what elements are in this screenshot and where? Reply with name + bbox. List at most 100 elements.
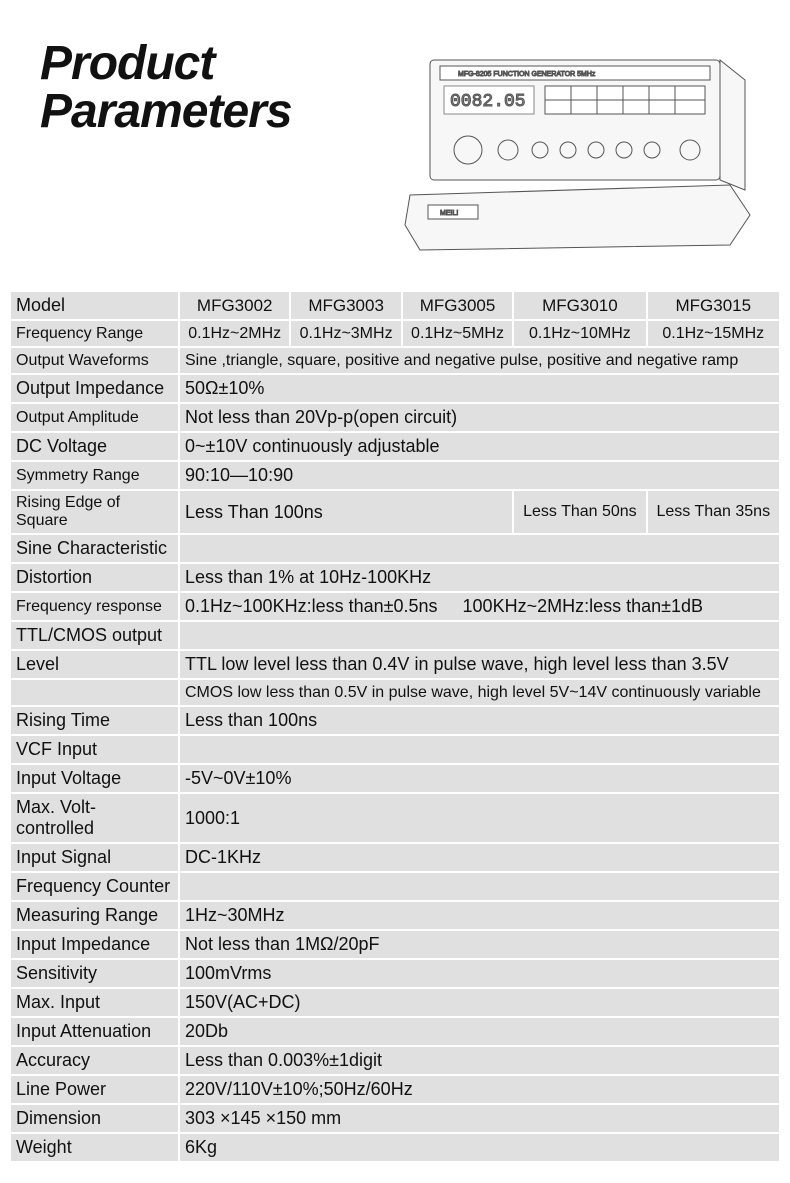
cell: Less than 100ns [180, 707, 779, 734]
table-row: Rising Edge of Square Less Than 100ns Le… [11, 491, 779, 533]
cell: Sine ,triangle, square, positive and neg… [180, 348, 779, 373]
cell: -5V~0V±10% [180, 765, 779, 792]
cell: 0.1Hz~2MHz [180, 321, 289, 346]
cell: 0~±10V continuously adjustable [180, 433, 779, 460]
row-label: TTL/CMOS output [11, 622, 178, 649]
row-label: Rising Time [11, 707, 178, 734]
cell: 6Kg [180, 1134, 779, 1161]
device-illustration: MFG-8205 FUNCTION GENERATOR 5MHz 0082.05… [400, 50, 760, 260]
model-col: MFG3015 [648, 292, 779, 319]
cell: Not less than 20Vp-p(open circuit) [180, 404, 779, 431]
table-row: CMOS low less than 0.5V in pulse wave, h… [11, 680, 779, 705]
row-label: Dimension [11, 1105, 178, 1132]
table-row: Model MFG3002 MFG3003 MFG3005 MFG3010 MF… [11, 292, 779, 319]
row-label: Weight [11, 1134, 178, 1161]
table-row: Input Attenuation 20Db [11, 1018, 779, 1045]
table-row: Output Amplitude Not less than 20Vp-p(op… [11, 404, 779, 431]
table-row: Sensitivity 100mVrms [11, 960, 779, 987]
row-label: Sine Characteristic [11, 535, 178, 562]
table-row: Output Impedance 50Ω±10% [11, 375, 779, 402]
row-label: Level [11, 651, 178, 678]
row-label: Max. Volt-controlled [11, 794, 178, 842]
cell: 0.1Hz~15MHz [648, 321, 779, 346]
cell: 1000:1 [180, 794, 779, 842]
cell: Less Than 50ns [514, 491, 645, 533]
row-label: Input Impedance [11, 931, 178, 958]
cell: Less than 0.003%±1digit [180, 1047, 779, 1074]
row-label: Measuring Range [11, 902, 178, 929]
cell: 0.1Hz~10MHz [514, 321, 645, 346]
cell [180, 736, 779, 763]
cell [180, 622, 779, 649]
cell: 90:10—10:90 [180, 462, 779, 489]
table-row: Level TTL low level less than 0.4V in pu… [11, 651, 779, 678]
cell [180, 873, 779, 900]
cell: 0.1Hz~3MHz [291, 321, 400, 346]
cell: 0.1Hz~5MHz [403, 321, 512, 346]
row-label: Output Amplitude [11, 404, 178, 431]
table-row: Symmetry Range 90:10—10:90 [11, 462, 779, 489]
row-label: VCF Input [11, 736, 178, 763]
row-label: Input Signal [11, 844, 178, 871]
device-brand-text: MEILI [440, 210, 458, 217]
row-label: Line Power [11, 1076, 178, 1103]
table-row: Input Impedance Not less than 1MΩ/20pF [11, 931, 779, 958]
table-row: Input Voltage -5V~0V±10% [11, 765, 779, 792]
table-row: Weight 6Kg [11, 1134, 779, 1161]
cell: 20Db [180, 1018, 779, 1045]
table-row: Measuring Range 1Hz~30MHz [11, 902, 779, 929]
cell: Less than 1% at 10Hz-100KHz [180, 564, 779, 591]
table-row: Input Signal DC-1KHz [11, 844, 779, 871]
cell: 303 ×145 ×150 mm [180, 1105, 779, 1132]
row-label: Input Voltage [11, 765, 178, 792]
table-row: Frequency Counter [11, 873, 779, 900]
row-label: Output Impedance [11, 375, 178, 402]
cell: 50Ω±10% [180, 375, 779, 402]
row-label: Sensitivity [11, 960, 178, 987]
row-label: Accuracy [11, 1047, 178, 1074]
table-row: Frequency Range 0.1Hz~2MHz 0.1Hz~3MHz 0.… [11, 321, 779, 346]
table-row: Output Waveforms Sine ,triangle, square,… [11, 348, 779, 373]
table-row: Sine Characteristic [11, 535, 779, 562]
table-row: Max. Volt-controlled 1000:1 [11, 794, 779, 842]
cell: TTL low level less than 0.4V in pulse wa… [180, 651, 779, 678]
table-row: TTL/CMOS output [11, 622, 779, 649]
table-row: Max. Input 150V(AC+DC) [11, 989, 779, 1016]
table-row: DC Voltage 0~±10V continuously adjustabl… [11, 433, 779, 460]
table-row: Distortion Less than 1% at 10Hz-100KHz [11, 564, 779, 591]
header-area: Product Parameters MFG-8205 FUNCTION GEN… [0, 0, 790, 290]
row-label: Symmetry Range [11, 462, 178, 489]
cell: 100mVrms [180, 960, 779, 987]
cell: 150V(AC+DC) [180, 989, 779, 1016]
row-label [11, 680, 178, 705]
device-model-text: MFG-8205 FUNCTION GENERATOR 5MHz [458, 71, 596, 78]
table-row: Frequency response 0.1Hz~100KHz:less tha… [11, 593, 779, 620]
cell: 1Hz~30MHz [180, 902, 779, 929]
cell: Less Than 100ns [180, 491, 512, 533]
table-row: Accuracy Less than 0.003%±1digit [11, 1047, 779, 1074]
cell [180, 535, 779, 562]
cell: CMOS low less than 0.5V in pulse wave, h… [180, 680, 779, 705]
cell: 0.1Hz~100KHz:less than±0.5ns 100KHz~2MHz… [180, 593, 779, 620]
row-label: Output Waveforms [11, 348, 178, 373]
row-label: DC Voltage [11, 433, 178, 460]
table-row: VCF Input [11, 736, 779, 763]
row-label: Max. Input [11, 989, 178, 1016]
model-col: MFG3005 [403, 292, 512, 319]
spec-table: Model MFG3002 MFG3003 MFG3005 MFG3010 MF… [9, 290, 781, 1163]
model-col: MFG3003 [291, 292, 400, 319]
table-row: Rising Time Less than 100ns [11, 707, 779, 734]
cell: DC-1KHz [180, 844, 779, 871]
cell: Less Than 35ns [648, 491, 779, 533]
device-display-text: 0082.05 [450, 92, 526, 112]
model-col: MFG3002 [180, 292, 289, 319]
cell: 220V/110V±10%;50Hz/60Hz [180, 1076, 779, 1103]
table-row: Line Power 220V/110V±10%;50Hz/60Hz [11, 1076, 779, 1103]
cell: Not less than 1MΩ/20pF [180, 931, 779, 958]
row-label: Frequency response [11, 593, 178, 620]
row-label: Frequency Range [11, 321, 178, 346]
row-label: Frequency Counter [11, 873, 178, 900]
model-col: MFG3010 [514, 292, 645, 319]
row-label: Rising Edge of Square [11, 491, 178, 533]
row-label: Input Attenuation [11, 1018, 178, 1045]
